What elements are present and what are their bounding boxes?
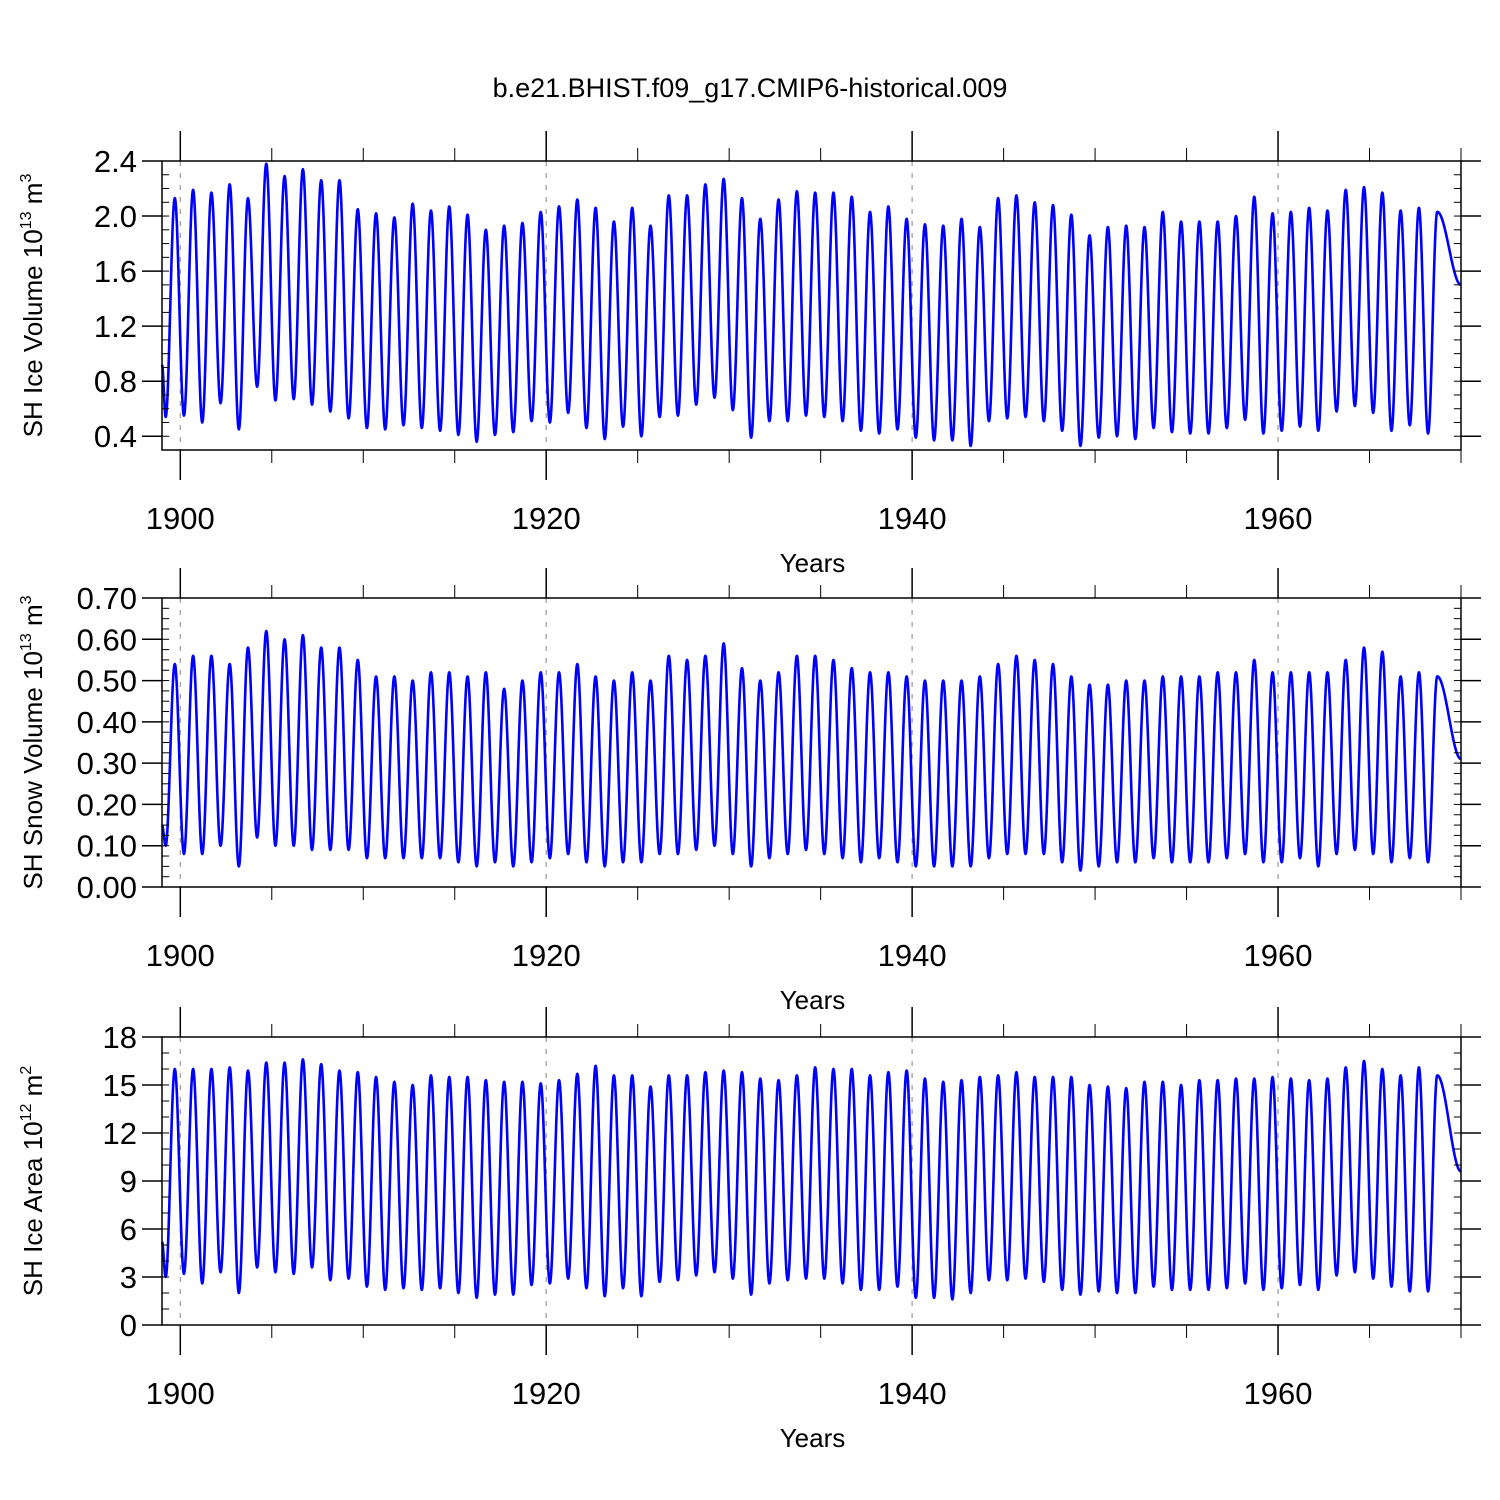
sh-ice-volume-ylabel: SH Ice Volume 1013 m3 [18, 174, 48, 438]
sh-ice-area-ytick-label-0: 0 [120, 1308, 137, 1343]
sh-ice-volume-ylabel-exp: 13 [18, 211, 35, 229]
sh-snow-volume-ylabel-unit-exp: 3 [18, 595, 35, 604]
sh-ice-area-panel: 0 3 6 9 12 15 18 1900 1920 1940 1960 Years SH Ice Ar… [18, 1007, 1481, 1453]
sh-snow-volume-ytick-label-5: 0.50 [77, 664, 137, 699]
sh-ice-area-ytick-label-2: 6 [120, 1212, 137, 1247]
sh-ice-area-xtick-label-3: 1960 [1244, 1376, 1313, 1411]
sh-ice-volume-ylabel-unit-exp: 3 [18, 174, 35, 183]
sh-snow-volume-xlabel: Years [780, 985, 846, 1015]
sh-ice-volume-ytick-label-1: 0.8 [94, 364, 137, 399]
sh-ice-area-xlabel: Years [780, 1423, 846, 1453]
sh-ice-volume-xtick-label-0: 1900 [146, 501, 215, 536]
sh-ice-volume-ytick-label-0: 0.4 [94, 419, 137, 454]
sh-ice-area-ytick-label-1: 3 [120, 1260, 137, 1295]
sh-snow-volume-ylabel-unit: m [18, 604, 48, 633]
sh-ice-volume-xlabel: Years [780, 548, 846, 578]
sh-ice-volume-ytick-label-3: 1.6 [94, 254, 137, 289]
sh-ice-area-ylabel-unit-exp: 2 [18, 1066, 35, 1075]
sh-snow-volume-ytick-label-2: 0.20 [77, 787, 137, 822]
sh-snow-volume-ytick-label-3: 0.30 [77, 746, 137, 781]
sh-ice-area-xtick-label-1: 1920 [512, 1376, 581, 1411]
sh-ice-area-ytick-label-5: 15 [103, 1068, 137, 1103]
sh-ice-volume-series-line [160, 162, 1462, 448]
sh-snow-volume-ylabel: SH Snow Volume 1013 m3 [18, 595, 48, 889]
sh-ice-area-xtick-label-2: 1940 [878, 1376, 947, 1411]
sh-ice-volume-xtick-label-1: 1920 [512, 501, 581, 536]
sh-ice-volume-ytick-label-2: 1.2 [94, 309, 137, 344]
sh-ice-area-ylabel-main: SH Ice Area 10 [18, 1121, 48, 1296]
sh-ice-area-xtick-label-0: 1900 [146, 1376, 215, 1411]
sh-snow-volume-ytick-label-0: 0.00 [77, 870, 137, 905]
sh-ice-area-ylabel-exp: 12 [18, 1103, 35, 1121]
sh-ice-volume-ytick-label-4: 2.0 [94, 199, 137, 234]
sh-ice-area-ytick-label-3: 9 [120, 1164, 137, 1199]
sh-ice-volume-ytick-label-5: 2.4 [94, 144, 137, 179]
sh-snow-volume-ytick-label-4: 0.40 [77, 705, 137, 740]
sh-snow-volume-ytick-label-6: 0.60 [77, 622, 137, 657]
sh-snow-volume-ylabel-main: SH Snow Volume 10 [18, 651, 48, 889]
sh-ice-area-ylabel: SH Ice Area 1012 m2 [18, 1066, 48, 1297]
sh-snow-volume-ytick-label-1: 0.10 [77, 829, 137, 864]
sh-snow-volume-ylabel-exp: 13 [18, 633, 35, 651]
sh-snow-volume-ytick-label-7: 0.70 [77, 581, 137, 616]
sh-ice-volume-ylabel-unit: m [18, 183, 48, 212]
sh-snow-volume-series-line [160, 629, 1462, 872]
sh-snow-volume-xtick-label-3: 1960 [1244, 938, 1313, 973]
panels: 0.4 0.8 1.2 1.6 2.0 2.4 1900 1920 1940 1960 Years S… [18, 131, 1481, 1453]
sh-snow-volume-xtick-label-1: 1920 [512, 938, 581, 973]
sh-ice-volume-xtick-label-2: 1940 [878, 501, 947, 536]
sh-snow-volume-xtick-label-0: 1900 [146, 938, 215, 973]
sh-ice-area-ytick-label-6: 18 [103, 1020, 137, 1055]
sh-ice-volume-xtick-label-3: 1960 [1244, 501, 1313, 536]
sh-ice-volume-panel: 0.4 0.8 1.2 1.6 2.0 2.4 1900 1920 1940 1960 Years S… [18, 131, 1481, 578]
figure-title: b.e21.BHIST.f09_g17.CMIP6-historical.009 [493, 73, 1008, 103]
sh-ice-area-ylabel-unit: m [18, 1075, 48, 1104]
sh-ice-area-ytick-label-4: 12 [103, 1116, 137, 1151]
sh-snow-volume-xtick-label-2: 1940 [878, 938, 947, 973]
sh-ice-volume-plot-frame [161, 160, 1462, 451]
sh-ice-volume-ylabel-main: SH Ice Volume 10 [18, 229, 48, 437]
sh-ice-area-series-line [160, 1058, 1462, 1301]
sh-snow-volume-panel: 0.00 0.10 0.20 0.30 0.40 0.50 0.60 0.70 1900 1920… [18, 568, 1481, 1015]
